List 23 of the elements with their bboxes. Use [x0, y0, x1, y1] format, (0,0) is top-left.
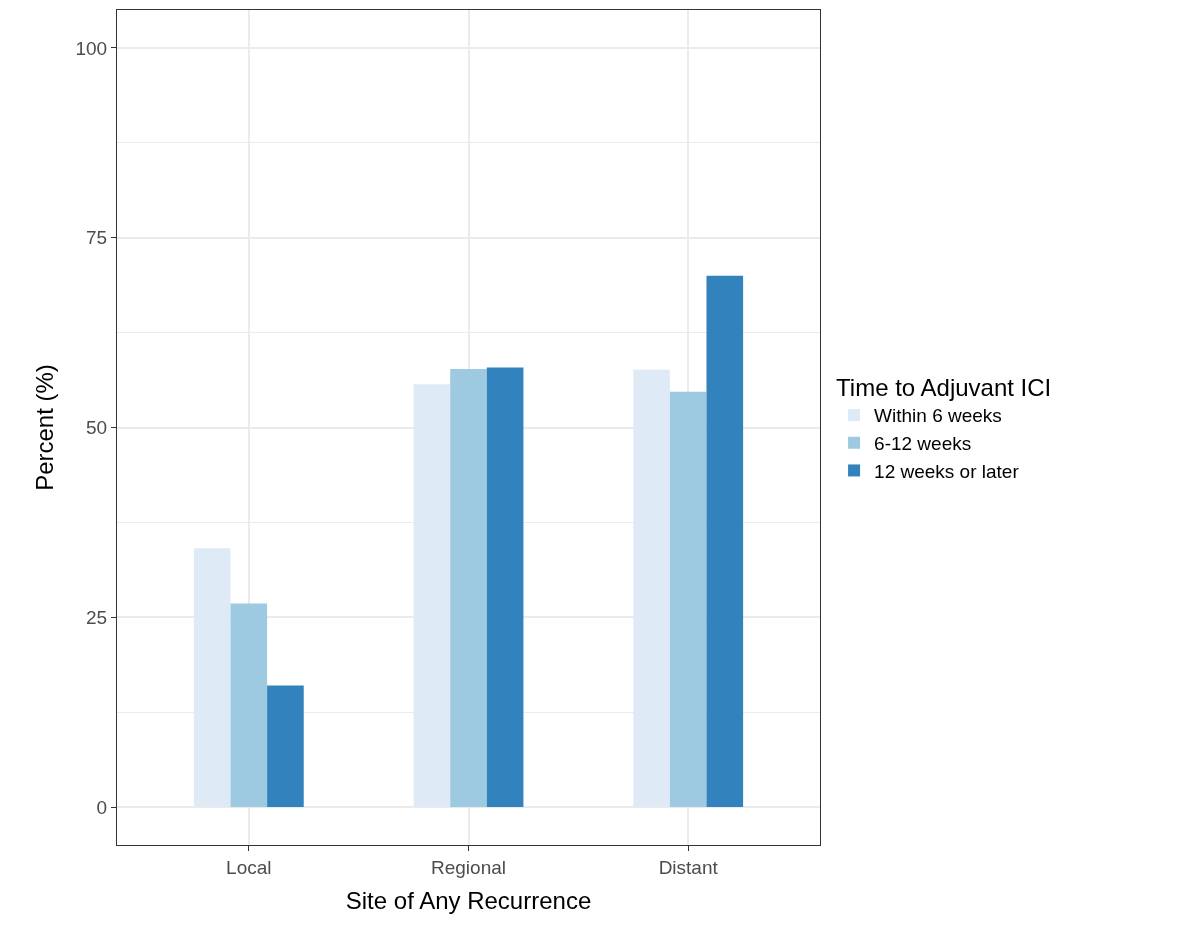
y-tick-label: 25: [86, 606, 108, 628]
bar: [193, 548, 231, 808]
bar: [486, 367, 524, 808]
bar: [450, 369, 487, 808]
x-tick-label: Regional: [431, 856, 506, 878]
y-tick-label: 50: [86, 417, 108, 439]
y-tick-label: 100: [75, 37, 108, 59]
legend-label: 12 weeks or later: [874, 460, 1020, 482]
y-tick-label: 0: [96, 796, 108, 818]
x-axis-title: Site of Any Recurrence: [345, 887, 592, 915]
bar: [230, 603, 268, 808]
legend-label: Within 6 weeks: [874, 405, 1002, 427]
y-axis-title: Percent (%): [30, 364, 58, 491]
x-tick-label: Distant: [658, 856, 719, 878]
bar: [633, 369, 670, 808]
bar: [413, 384, 451, 808]
legend-label: 6-12 weeks: [874, 433, 972, 455]
bar: [669, 391, 707, 808]
bar: [706, 275, 744, 808]
bar: [267, 685, 304, 808]
y-tick-label: 75: [86, 227, 108, 249]
legend-title: Time to Adjuvant ICI: [836, 374, 1052, 402]
x-tick-label: Local: [226, 856, 272, 878]
